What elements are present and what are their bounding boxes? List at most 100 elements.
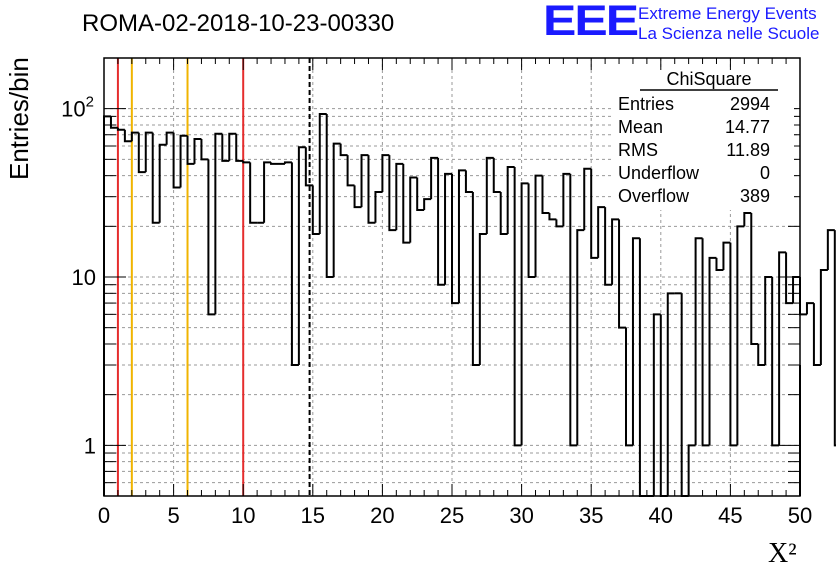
histogram-bin	[631, 237, 640, 446]
stats-label: Underflow	[618, 163, 700, 183]
histogram-bin	[423, 198, 432, 211]
histogram-bin	[430, 156, 439, 200]
histogram-bin	[659, 314, 668, 497]
x-tick-label: 5	[167, 503, 179, 528]
stats-value: 389	[740, 186, 770, 206]
x-tick-label: 30	[509, 503, 533, 528]
histogram-bin	[172, 132, 181, 189]
histogram-bin	[715, 257, 724, 272]
histogram-bin	[444, 172, 452, 285]
histogram-bin	[409, 176, 418, 243]
histogram-bin	[812, 303, 821, 367]
x-tick-label: 20	[370, 503, 394, 528]
histogram-bin	[764, 276, 773, 366]
histogram-bin	[666, 292, 675, 496]
histogram-bin	[130, 131, 139, 142]
histogram-bin	[165, 131, 174, 145]
histogram-bin	[485, 156, 494, 235]
stats-label: Mean	[618, 117, 663, 137]
histogram-bin	[478, 233, 487, 366]
histogram-bin	[729, 242, 738, 447]
histogram-bin	[785, 252, 794, 305]
histogram-bin	[583, 167, 592, 231]
histogram-bin	[590, 168, 599, 259]
histogram-bin	[437, 157, 446, 286]
histogram-bin	[416, 177, 425, 212]
histogram-bin	[569, 173, 578, 447]
stats-label: Overflow	[618, 186, 690, 206]
histogram-bin	[799, 277, 807, 316]
histogram-bin	[805, 302, 814, 315]
x-axis-label: X²	[768, 538, 797, 569]
stats-value: 11.89	[726, 140, 770, 160]
histogram-bin	[562, 172, 571, 227]
histogram-bin	[193, 138, 202, 164]
histogram-bin	[708, 256, 717, 446]
histogram-bin	[499, 191, 508, 236]
x-tick-label: 10	[231, 503, 255, 528]
histogram-bin	[207, 159, 216, 316]
eee-logo: EEE	[543, 0, 639, 45]
histogram-bin	[283, 161, 292, 164]
histogram-bin	[743, 212, 752, 227]
y-tick-label: 102	[61, 94, 94, 122]
histogram-bin	[242, 160, 251, 164]
histogram-bin	[792, 276, 800, 304]
histogram-bin	[750, 213, 759, 345]
histogram-bin	[374, 190, 383, 223]
histogram-bin	[270, 162, 278, 165]
histogram-bin	[771, 277, 780, 447]
histogram-bin	[625, 327, 633, 447]
histogram-bin	[179, 134, 188, 188]
histogram-bin	[395, 162, 404, 231]
histogram-bin	[381, 154, 390, 192]
histogram-bin	[116, 127, 125, 131]
histogram-bin	[318, 112, 327, 235]
histogram-bin	[332, 142, 341, 277]
histogram-bin	[513, 167, 522, 447]
histogram-bin	[290, 162, 299, 367]
histogram-bin	[249, 162, 258, 224]
histogram-bin	[123, 129, 132, 143]
stats-value: 0	[760, 163, 770, 183]
x-tick-label: 50	[788, 503, 812, 528]
histogram-bin	[534, 174, 543, 277]
logo-line-2: La Scienza nelle Scuole	[638, 24, 820, 43]
stats-box	[612, 70, 794, 210]
histogram-bin	[311, 185, 320, 236]
histogram-bin	[687, 444, 696, 496]
stats-label: Entries	[618, 94, 674, 114]
histogram-bin	[221, 133, 230, 162]
histogram-bin	[520, 182, 529, 446]
x-tick-label: 40	[649, 503, 673, 528]
histogram-bin	[652, 313, 661, 496]
histogram-bin	[506, 166, 515, 235]
histogram-bin	[451, 173, 459, 305]
stats-title: ChiSquare	[666, 69, 751, 89]
x-tick-label: 45	[718, 503, 742, 528]
histogram-bin	[297, 146, 306, 366]
histogram-bin	[137, 132, 146, 174]
x-tick-label: 25	[440, 503, 464, 528]
histogram-bin	[694, 237, 703, 446]
histogram-bin	[228, 132, 237, 161]
histogram-bin	[353, 185, 362, 209]
histogram-bin	[736, 225, 745, 446]
logo-line-1: Extreme Energy Events	[638, 4, 817, 23]
y-tick-label: 1	[84, 433, 96, 458]
x-tick-label: 0	[98, 503, 110, 528]
histogram-bin	[304, 147, 313, 187]
histogram-bin	[235, 133, 244, 162]
histogram-bin	[214, 132, 223, 315]
histogram-bin	[151, 132, 160, 224]
histogram-bin	[325, 113, 334, 278]
histogram-bin	[402, 163, 411, 244]
histogram-bin	[186, 135, 195, 165]
histogram-bin	[722, 241, 731, 271]
histogram-bin	[819, 269, 828, 366]
histogram-bin	[346, 155, 355, 187]
histogram-bin	[833, 230, 836, 447]
histogram-bin	[527, 183, 536, 278]
histogram-bin	[144, 131, 153, 173]
stats-value: 2994	[730, 94, 770, 114]
